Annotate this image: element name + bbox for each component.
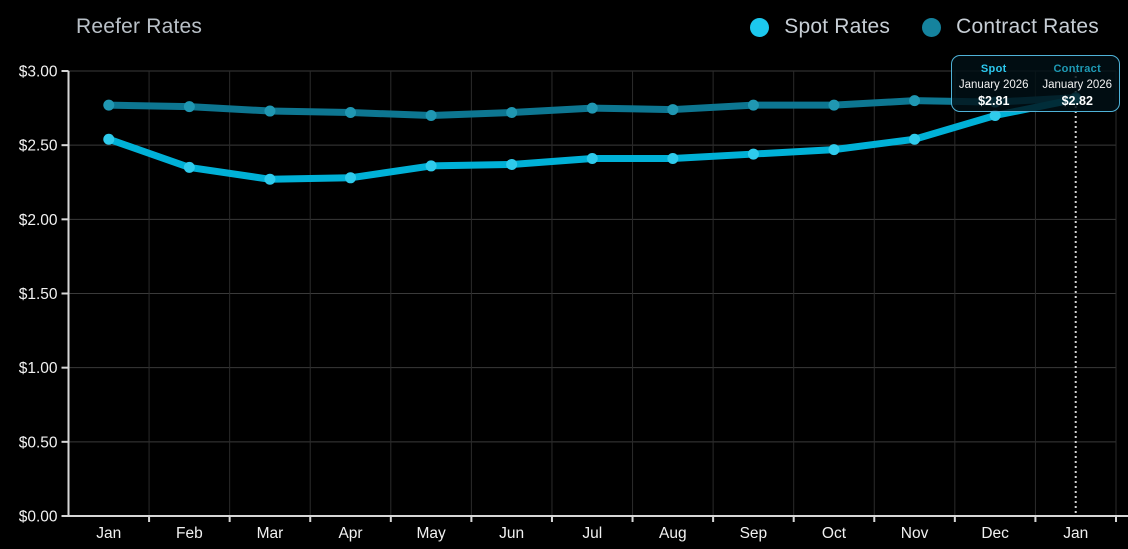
y-tick-label: $3.00 (19, 64, 58, 81)
contract-rates-point[interactable] (425, 110, 437, 121)
spot-rates-point[interactable] (264, 173, 276, 185)
y-tick-label: $0.50 (19, 434, 58, 451)
x-tick-label: Sep (740, 525, 768, 542)
tooltip: Spot January 2026 $2.81 Contract January… (951, 55, 1120, 112)
x-tick-label: Apr (338, 525, 362, 542)
spot-rates-point[interactable] (828, 144, 840, 156)
tooltip-contract-column: Contract January 2026 $2.82 (1036, 63, 1120, 111)
spot-rates-dot-icon (750, 17, 770, 37)
contract-rates-point[interactable] (264, 105, 276, 117)
y-tick-label: $2.00 (19, 212, 58, 229)
y-tick-label: $1.00 (19, 360, 58, 377)
tooltip-spot-date: January 2026 (958, 79, 1029, 91)
spot-rates-point[interactable] (667, 153, 679, 165)
tooltip-spot-value: $2.81 (978, 94, 1010, 108)
x-tick-label: Dec (981, 525, 1009, 542)
x-tick-label: Jun (499, 525, 524, 542)
tooltip-contract-value: $2.82 (1061, 94, 1093, 108)
spot-rates-point[interactable] (103, 133, 115, 145)
page-title: Reefer Rates (76, 15, 203, 38)
x-tick-label: Mar (257, 525, 284, 542)
contract-rates-point[interactable] (586, 102, 598, 114)
x-tick-label: Jan (1063, 525, 1088, 542)
contract-rates-point[interactable] (103, 99, 115, 111)
x-tick-label: Nov (901, 525, 929, 542)
spot-rates-point[interactable] (909, 133, 921, 145)
x-tick-label: Aug (659, 525, 687, 542)
contract-rates-point[interactable] (747, 99, 759, 111)
spot-rates-point[interactable] (506, 158, 518, 170)
legend-label-contract-rates: Contract Rates (956, 15, 1099, 38)
spot-rates-point[interactable] (989, 110, 1001, 121)
contract-rates-point[interactable] (828, 99, 840, 111)
legend-item-spot-rates[interactable]: Spot Rates (750, 13, 890, 41)
contract-rates-point[interactable] (909, 95, 921, 107)
x-tick-label: Oct (822, 525, 847, 542)
tooltip-contract-series-label: Contract (1053, 63, 1102, 75)
tooltip-contract-date: January 2026 (1042, 79, 1113, 91)
contract-rates-point[interactable] (667, 104, 679, 116)
contract-rates-dot-icon (922, 17, 942, 37)
contract-rates-point[interactable] (345, 107, 357, 119)
spot-rates-point[interactable] (183, 161, 195, 173)
contract-rates-point[interactable] (506, 107, 518, 119)
spot-rates-point[interactable] (747, 148, 759, 160)
chart-legend: Spot Rates Contract Rates (750, 13, 1099, 41)
tooltip-spot-series-label: Spot (980, 63, 1007, 75)
y-tick-label: $1.50 (19, 286, 58, 303)
spot-rates-point[interactable] (586, 153, 598, 165)
legend-item-contract-rates[interactable]: Contract Rates (922, 13, 1099, 41)
legend-label-spot-rates: Spot Rates (784, 15, 891, 38)
x-tick-label: Jul (582, 525, 602, 542)
tooltip-spot-column: Spot January 2026 $2.81 (952, 63, 1036, 111)
y-tick-label: $0.00 (19, 509, 58, 526)
spot-rates-point[interactable] (345, 172, 357, 184)
y-tick-label: $2.50 (19, 138, 58, 155)
x-tick-label: Feb (176, 525, 203, 542)
spot-rates-point[interactable] (425, 160, 437, 172)
x-tick-label: Jan (96, 525, 121, 542)
contract-rates-point[interactable] (183, 101, 195, 113)
x-tick-label: May (416, 525, 446, 542)
